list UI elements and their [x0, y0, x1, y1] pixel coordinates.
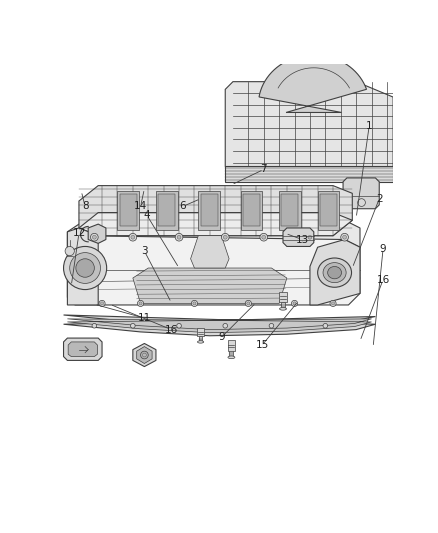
Circle shape: [92, 324, 97, 328]
Circle shape: [92, 235, 96, 239]
Circle shape: [76, 259, 94, 277]
Text: 16: 16: [165, 325, 178, 335]
Circle shape: [131, 235, 135, 239]
Circle shape: [291, 301, 298, 306]
Ellipse shape: [198, 341, 204, 343]
Ellipse shape: [328, 266, 342, 279]
Polygon shape: [197, 328, 204, 336]
Circle shape: [330, 301, 336, 306]
Polygon shape: [310, 239, 360, 305]
Circle shape: [139, 302, 142, 305]
Circle shape: [223, 324, 228, 328]
Polygon shape: [198, 191, 220, 230]
Circle shape: [175, 233, 183, 241]
Polygon shape: [228, 341, 235, 351]
Circle shape: [177, 324, 181, 328]
Polygon shape: [191, 236, 229, 268]
Circle shape: [193, 302, 196, 305]
Circle shape: [191, 301, 198, 306]
Circle shape: [131, 324, 135, 328]
Circle shape: [99, 301, 105, 306]
Ellipse shape: [279, 308, 286, 310]
Polygon shape: [259, 55, 367, 112]
Text: 2: 2: [376, 193, 382, 204]
Circle shape: [332, 302, 335, 305]
Circle shape: [65, 246, 74, 256]
Circle shape: [343, 235, 346, 239]
Polygon shape: [279, 292, 287, 302]
Polygon shape: [64, 338, 102, 360]
Circle shape: [100, 302, 103, 305]
Circle shape: [129, 233, 137, 241]
Polygon shape: [117, 191, 139, 230]
Polygon shape: [79, 213, 352, 236]
Polygon shape: [68, 342, 97, 357]
Text: 9: 9: [380, 244, 386, 254]
Polygon shape: [137, 346, 152, 364]
Polygon shape: [67, 236, 360, 305]
Polygon shape: [67, 319, 371, 333]
Circle shape: [293, 302, 296, 305]
Polygon shape: [64, 315, 375, 336]
Text: 12: 12: [72, 228, 85, 238]
Polygon shape: [320, 194, 337, 227]
Polygon shape: [201, 194, 218, 227]
Circle shape: [247, 302, 250, 305]
Polygon shape: [225, 82, 393, 174]
Circle shape: [358, 199, 365, 206]
Polygon shape: [158, 194, 175, 227]
Circle shape: [260, 233, 268, 241]
Circle shape: [138, 301, 144, 306]
Text: 4: 4: [143, 210, 150, 220]
Circle shape: [323, 324, 328, 328]
Ellipse shape: [323, 263, 346, 282]
Circle shape: [64, 246, 107, 289]
Text: 3: 3: [141, 246, 148, 256]
Text: 7: 7: [261, 165, 267, 174]
Text: 1: 1: [366, 120, 373, 131]
Ellipse shape: [318, 258, 352, 287]
Text: 15: 15: [256, 340, 269, 350]
Polygon shape: [283, 228, 314, 246]
Text: 11: 11: [138, 313, 151, 323]
Polygon shape: [243, 194, 260, 227]
Polygon shape: [281, 302, 285, 309]
Polygon shape: [67, 220, 360, 274]
Circle shape: [245, 301, 251, 306]
Polygon shape: [133, 268, 287, 303]
Text: 16: 16: [377, 274, 390, 285]
Polygon shape: [318, 191, 339, 230]
Circle shape: [269, 324, 274, 328]
Polygon shape: [133, 343, 156, 367]
Polygon shape: [282, 194, 298, 227]
Circle shape: [177, 235, 181, 239]
Circle shape: [70, 253, 100, 284]
Polygon shape: [120, 194, 137, 227]
Text: 14: 14: [134, 201, 147, 212]
Polygon shape: [343, 178, 379, 209]
Circle shape: [306, 233, 314, 241]
Circle shape: [141, 351, 148, 359]
Text: 9: 9: [218, 332, 225, 342]
Circle shape: [91, 233, 98, 241]
Circle shape: [142, 353, 146, 357]
Circle shape: [341, 233, 349, 241]
Polygon shape: [199, 336, 202, 342]
Circle shape: [308, 235, 312, 239]
Ellipse shape: [228, 356, 235, 359]
Polygon shape: [156, 191, 177, 230]
Polygon shape: [67, 228, 98, 305]
Circle shape: [223, 235, 227, 239]
Polygon shape: [230, 350, 233, 357]
Circle shape: [221, 233, 229, 241]
Polygon shape: [240, 191, 262, 230]
Polygon shape: [79, 185, 352, 236]
Polygon shape: [279, 191, 301, 230]
Polygon shape: [88, 224, 106, 244]
Text: 6: 6: [180, 201, 186, 212]
Text: 8: 8: [82, 201, 88, 212]
Circle shape: [262, 235, 266, 239]
Polygon shape: [225, 166, 393, 182]
Text: 13: 13: [296, 235, 309, 245]
